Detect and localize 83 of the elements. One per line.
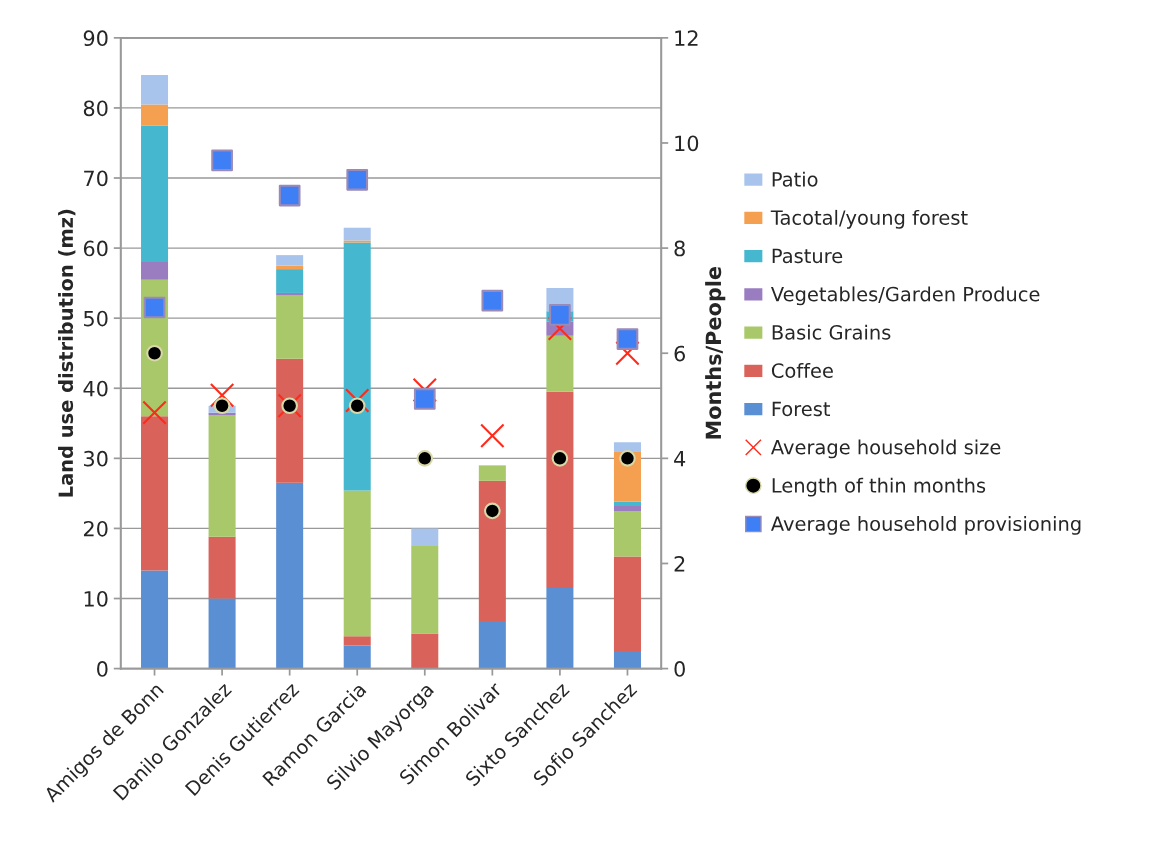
point [348,397,366,415]
bar [613,501,641,506]
point [278,184,301,207]
bar [343,490,371,637]
bar [208,536,236,599]
point [209,383,235,408]
y-tick-label: 50 [84,310,108,327]
y-axis-title: Land use distribution (mz) [58,209,76,497]
legend-label: Tacotal/young forest [770,209,968,229]
bar [276,358,304,483]
bar [613,506,641,511]
bar [411,545,439,634]
bar [411,528,439,546]
bar [141,570,169,669]
y2-axis-title: Months/People [705,266,726,439]
bar [276,292,304,296]
y2-tick-label: 8 [674,240,685,257]
bar [343,645,371,669]
bar [343,636,371,646]
bar [613,442,641,452]
point [619,450,636,467]
bar [546,335,574,392]
bar [208,598,236,669]
point [416,450,434,467]
point [484,502,501,520]
legend-label: Vegetables/Garden Produce [770,286,1040,306]
y-tick-label: 30 [84,450,108,467]
bar [343,227,371,241]
bar [546,391,574,588]
y-tick-label: 10 [84,590,108,607]
bar [411,633,439,669]
legend-label: Basic Grains [772,324,891,340]
y-tick-label: 20 [83,520,108,537]
y2-tick-label: 10 [675,135,699,152]
bar [478,620,506,669]
point [480,423,505,448]
bar [613,651,641,669]
bar [613,556,641,652]
point [481,289,504,312]
bar [141,74,169,105]
y-tick-label: 70 [84,170,108,187]
point [346,168,369,191]
point [549,303,571,326]
point [211,149,233,172]
y-tick-label: 40 [83,380,108,397]
bar [208,414,236,537]
y2-tick-label: 12 [675,30,698,46]
legend-label: Forest [772,401,831,417]
point [143,296,166,319]
bar [546,588,574,669]
legend-label: Pasture [772,248,843,264]
bar [141,416,169,571]
legend-label: Average household size [770,439,1001,459]
point [146,344,163,362]
point [142,400,167,425]
legend-label: Coffee [771,362,833,378]
bar [343,242,371,491]
point [213,397,231,415]
bar [276,295,304,359]
point [616,328,639,350]
bar [478,465,506,481]
y-tick-label: 0 [97,661,108,677]
y2-tick-label: 4 [674,451,686,467]
y2-tick-label: 0 [674,661,685,677]
point [413,388,436,410]
y-tick-label: 60 [83,240,108,257]
bar [276,255,304,266]
bar [141,125,169,263]
y-tick-label: 80 [83,100,108,117]
legend-label: Length of thin months [772,477,986,497]
y2-tick-label: 2 [674,555,685,572]
bar [343,240,371,243]
bar [613,510,641,557]
bar [276,482,304,669]
bar [478,480,506,621]
legend-label: Patio [772,171,818,187]
y2-tick-label: 6 [674,345,685,362]
bar [141,104,169,126]
point [551,450,569,467]
y-tick-label: 90 [83,30,108,47]
legend-label: Average household provisioning [770,515,1081,535]
bar [141,262,169,280]
bar [276,269,304,293]
